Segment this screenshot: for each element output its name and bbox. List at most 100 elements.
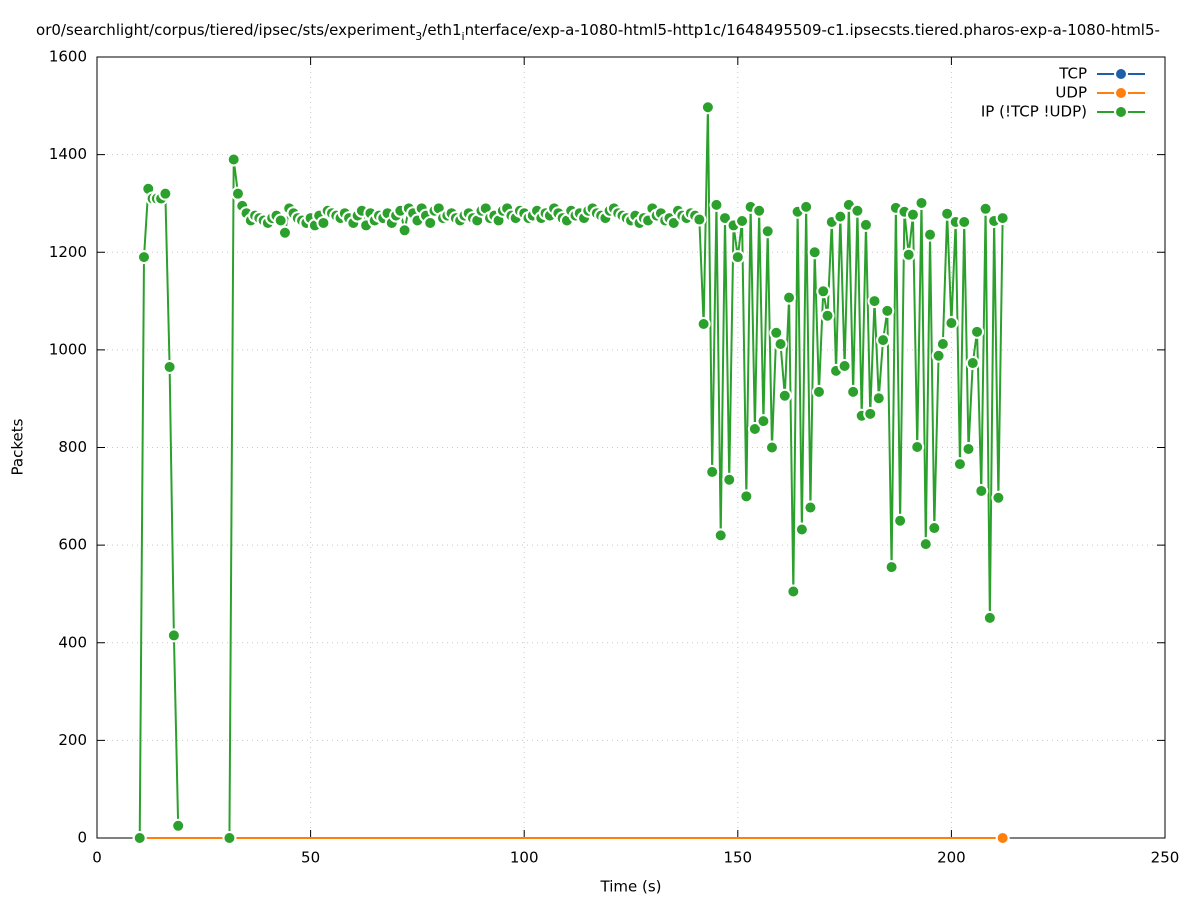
- data-point: [846, 384, 861, 399]
- data-point: [995, 831, 1010, 845]
- data-point: [696, 317, 711, 332]
- data-point: [974, 483, 989, 498]
- data-point: [730, 250, 745, 265]
- data-point: [991, 490, 1006, 505]
- data-point: [970, 324, 985, 339]
- title-part: or0/searchlight/corpus/tiered/ipsec/sts/…: [36, 21, 415, 39]
- data-point: [931, 348, 946, 363]
- data-point: [961, 441, 976, 456]
- title-part: i: [462, 30, 465, 43]
- y-axis-label: Packets: [9, 418, 27, 475]
- data-point: [965, 356, 980, 371]
- data-point: [811, 384, 826, 399]
- data-point: [747, 421, 762, 436]
- data-point: [162, 359, 177, 374]
- data-point: [166, 628, 181, 643]
- data-point: [158, 186, 173, 201]
- data-point: [863, 406, 878, 421]
- data-point: [777, 388, 792, 403]
- data-point: [136, 250, 151, 265]
- data-point: [944, 316, 959, 331]
- data-point: [910, 440, 925, 455]
- x-tick-label: 250: [1151, 849, 1180, 867]
- data-point: [952, 457, 967, 472]
- data-point: [692, 212, 707, 227]
- data-point: [867, 294, 882, 309]
- y-tick-label: 800: [58, 438, 87, 456]
- data-point: [760, 224, 775, 239]
- y-tick-label: 1200: [49, 243, 87, 261]
- data-point: [935, 337, 950, 352]
- data-point: [752, 203, 767, 218]
- data-point: [794, 522, 809, 537]
- data-point: [957, 214, 972, 229]
- data-point: [923, 227, 938, 242]
- data-point: [782, 290, 797, 305]
- data-point: [978, 201, 993, 216]
- y-tick-label: 1400: [49, 145, 87, 163]
- data-point: [918, 537, 933, 552]
- x-tick-label: 50: [301, 849, 320, 867]
- data-point: [226, 152, 241, 167]
- data-point: [705, 464, 720, 479]
- data-point: [837, 358, 852, 373]
- y-tick-label: 0: [77, 829, 87, 847]
- data-point: [820, 308, 835, 323]
- data-point: [914, 195, 929, 210]
- data-point: [880, 303, 895, 318]
- legend-marker: [1114, 86, 1128, 100]
- data-point: [995, 211, 1010, 226]
- data-point: [397, 223, 412, 238]
- y-tick-label: 200: [58, 731, 87, 749]
- data-point: [316, 215, 331, 230]
- legend-label: IP (!TCP !UDP): [981, 103, 1087, 121]
- legend-label: TCP: [1058, 65, 1087, 83]
- chart-title: or0/searchlight/corpus/tiered/ipsec/sts/…: [36, 21, 1160, 43]
- data-point: [833, 209, 848, 224]
- data-point: [773, 337, 788, 352]
- y-tick-label: 400: [58, 633, 87, 651]
- data-point: [713, 528, 728, 543]
- data-point: [769, 325, 784, 340]
- legend-label: UDP: [1055, 84, 1087, 102]
- data-point: [876, 333, 891, 348]
- data-point: [273, 213, 288, 228]
- x-tick-label: 100: [510, 849, 539, 867]
- data-point: [171, 818, 186, 833]
- data-point: [739, 489, 754, 504]
- data-point: [717, 211, 732, 226]
- x-tick-label: 0: [92, 849, 102, 867]
- y-tick-label: 1600: [49, 48, 87, 66]
- data-point: [858, 217, 873, 232]
- data-point: [722, 472, 737, 487]
- data-point: [277, 225, 292, 240]
- title-part: nterface/exp-a-1080-html5-http1c/1648495…: [465, 21, 1160, 39]
- data-point: [709, 197, 724, 212]
- data-point: [666, 215, 681, 230]
- data-point: [871, 391, 886, 406]
- data-point: [735, 214, 750, 229]
- y-tick-label: 600: [58, 536, 87, 554]
- legend-marker: [1114, 105, 1128, 119]
- data-point: [132, 831, 147, 845]
- data-point: [905, 207, 920, 222]
- x-axis-label: Time (s): [600, 878, 662, 896]
- data-point: [423, 215, 438, 230]
- data-point: [230, 186, 245, 201]
- x-tick-label: 200: [937, 849, 966, 867]
- data-point: [756, 414, 771, 429]
- x-tick-label: 150: [723, 849, 752, 867]
- data-point: [764, 440, 779, 455]
- data-point: [850, 203, 865, 218]
- data-point: [803, 500, 818, 515]
- data-point: [799, 199, 814, 214]
- data-point: [786, 584, 801, 599]
- data-point: [901, 247, 916, 262]
- data-point: [884, 560, 899, 575]
- data-point: [807, 245, 822, 260]
- legend-marker: [1114, 67, 1128, 81]
- data-point: [982, 610, 997, 625]
- data-point: [700, 100, 715, 115]
